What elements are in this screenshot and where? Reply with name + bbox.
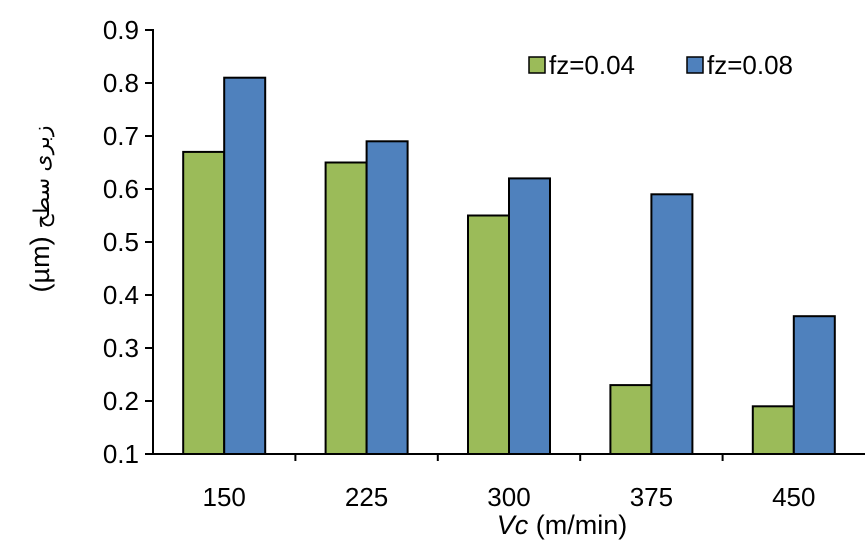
x-axis-title-unit: (m/min)	[528, 510, 627, 540]
legend-swatch-fz-0-08	[686, 56, 704, 74]
y-tick-label: 0.8	[103, 68, 139, 98]
legend-label-fz-0-08: fz=0.08	[707, 50, 793, 80]
y-tick-label: 0.2	[103, 386, 139, 416]
bar-fz-0-04-150	[182, 150, 226, 455]
bar-fz-0-04-450	[751, 405, 795, 455]
x-ticks-group: 150 225 300 375 450	[203, 454, 815, 512]
y-tick-label: 0.7	[103, 121, 139, 151]
x-tick-label: 225	[345, 482, 388, 512]
x-tick-label: 450	[772, 482, 815, 512]
y-tick-label: 0.1	[103, 439, 139, 469]
y-tick-label: 0.6	[103, 174, 139, 204]
x-axis-title-italic: Vc	[497, 510, 529, 540]
y-ticks-group: 0.1 0.2 0.3 0.4 0.5 0.6 0.7 0.8 0.9	[103, 15, 153, 469]
bar-fz-0-08-150	[223, 76, 267, 455]
y-axis-title-unit: (µm)	[25, 236, 55, 292]
x-tick-label: 300	[487, 482, 530, 512]
y-tick-label: 0.5	[103, 227, 139, 257]
y-axis-title: (µm) زبری سطح	[25, 126, 55, 293]
x-tick-label: 150	[203, 482, 246, 512]
bar-fz-0-08-450	[792, 315, 836, 456]
y-axis-title-persian: زبری سطح	[29, 126, 54, 229]
y-tick-label: 0.9	[103, 15, 139, 45]
bar-fz-0-04-300	[467, 214, 510, 455]
bar-fz-0-04-225	[324, 161, 368, 455]
y-tick-label: 0.3	[103, 333, 139, 363]
legend: fz=0.04 fz=0.08	[528, 50, 793, 80]
x-tick-label: 375	[630, 482, 673, 512]
legend-label-fz-0-04: fz=0.04	[549, 50, 635, 80]
x-axis-title: Vc (m/min)	[497, 510, 628, 540]
legend-swatch-fz-0-04	[528, 56, 546, 74]
bar-fz-0-08-225	[365, 140, 409, 456]
bar-fz-0-08-300	[508, 177, 551, 455]
y-tick-label: 0.4	[103, 280, 139, 310]
bar-fz-0-04-375	[609, 384, 653, 456]
bar-fz-0-08-375	[650, 193, 694, 456]
bars-group	[182, 76, 836, 456]
